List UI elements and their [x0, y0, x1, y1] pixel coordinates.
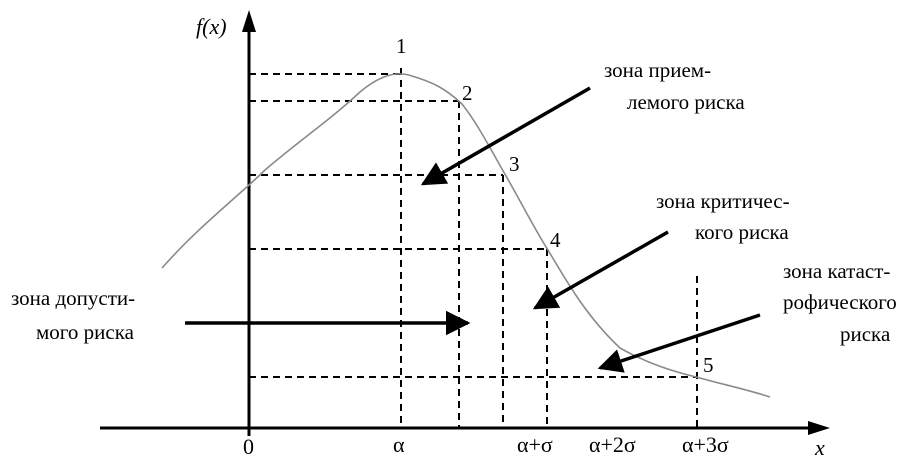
zone-catastrophic-line-3: риска	[840, 322, 891, 346]
x-tick-alpha-plus-2sigma: α+2σ	[589, 432, 636, 457]
y-axis-label: f(x)	[196, 14, 227, 39]
zone-critical-line-1: зона критичес-	[656, 189, 790, 213]
x-axis-label: x	[814, 435, 825, 459]
zone-catastrophic-line-1: зона катаст-	[783, 259, 890, 283]
arrow-catastrophic	[597, 313, 761, 373]
zone-catastrophic-label: зона катаст- рофического риска	[783, 259, 897, 346]
point-label-5: 5	[703, 353, 714, 377]
horizontal-guides	[249, 73, 697, 378]
zone-permissible-line-2: мого риска	[36, 320, 135, 344]
zone-permissible-line-1: зона допусти-	[11, 286, 135, 310]
arrow-critical	[532, 230, 669, 310]
point-label-4: 4	[550, 228, 561, 252]
origin-label: 0	[243, 434, 254, 459]
zone-catastrophic-line-2: рофического	[783, 290, 897, 314]
zone-critical-line-2: кого риска	[695, 220, 789, 244]
zone-acceptable-line-1: зона прием-	[604, 58, 711, 82]
point-label-1: 1	[396, 34, 407, 58]
point-label-2: 2	[462, 81, 473, 105]
y-axis-arrowhead	[242, 10, 256, 32]
zone-permissible-label: зона допусти- мого риска	[11, 286, 135, 344]
arrow-acceptable	[420, 86, 591, 186]
x-tick-alpha-plus-sigma: α+σ	[517, 432, 553, 457]
zone-acceptable-label: зона прием- лемого риска	[604, 58, 745, 114]
zone-critical-label: зона критичес- кого риска	[656, 189, 790, 244]
point-label-3: 3	[509, 152, 520, 176]
vertical-guides	[400, 68, 698, 428]
density-curve	[161, 73, 771, 398]
x-tick-alpha: α	[393, 432, 405, 457]
x-axis-arrowhead	[808, 421, 830, 435]
x-tick-alpha-plus-3sigma: α+3σ	[682, 432, 729, 457]
zone-acceptable-line-2: лемого риска	[627, 90, 745, 114]
